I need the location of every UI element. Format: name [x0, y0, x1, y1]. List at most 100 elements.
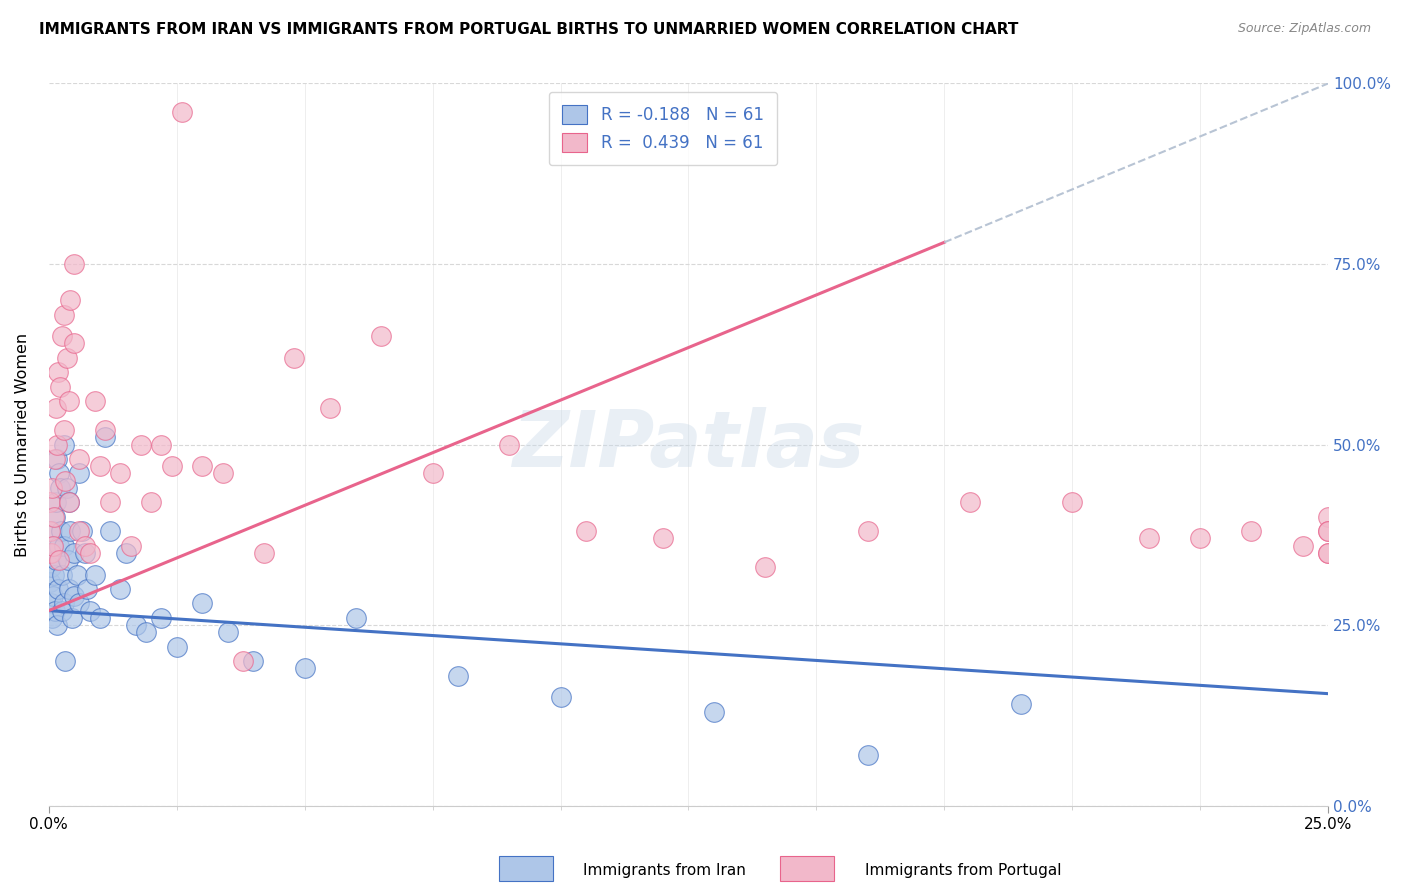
Point — [63, 589, 86, 603]
Point — [49, 524, 72, 538]
Point — [51, 567, 73, 582]
Point — [150, 611, 173, 625]
Point — [1137, 532, 1160, 546]
Point — [41, 524, 63, 538]
Point — [53, 474, 76, 488]
Point — [550, 690, 572, 705]
Point — [42, 589, 65, 603]
Text: Immigrants from Iran: Immigrants from Iran — [583, 863, 747, 878]
Point — [45, 437, 67, 451]
Point — [1317, 546, 1340, 560]
Point — [344, 611, 367, 625]
Point — [575, 524, 598, 538]
Point — [69, 596, 91, 610]
Point — [46, 582, 69, 596]
Point — [120, 539, 142, 553]
Point — [856, 524, 879, 538]
Point — [49, 380, 72, 394]
Point — [58, 495, 80, 509]
Text: ZIPatlas: ZIPatlas — [512, 407, 865, 483]
Point — [447, 668, 470, 682]
Point — [1291, 539, 1313, 553]
Point — [83, 394, 105, 409]
Point — [498, 437, 520, 451]
Point — [98, 524, 121, 538]
Point — [41, 611, 63, 625]
Point — [42, 539, 65, 553]
Point — [98, 495, 121, 509]
Point — [1189, 532, 1212, 546]
Point — [44, 604, 66, 618]
Point — [1317, 524, 1340, 538]
Y-axis label: Births to Unmarried Women: Births to Unmarried Women — [15, 333, 30, 557]
Point — [160, 459, 183, 474]
Point — [42, 509, 65, 524]
Point — [217, 625, 239, 640]
Point — [69, 524, 91, 538]
Point — [53, 308, 76, 322]
Point — [48, 467, 70, 481]
Point — [110, 582, 132, 596]
Point — [45, 495, 67, 509]
Point — [232, 654, 254, 668]
Point — [60, 611, 83, 625]
Point — [1317, 546, 1340, 560]
Point — [110, 467, 132, 481]
Point — [651, 532, 673, 546]
Point — [55, 481, 77, 495]
Point — [1240, 524, 1263, 538]
Point — [45, 553, 67, 567]
Point — [53, 539, 76, 553]
Point — [48, 539, 70, 553]
Point — [114, 546, 136, 560]
Point — [53, 596, 76, 610]
Point — [856, 747, 879, 762]
Point — [49, 481, 72, 495]
Point — [53, 423, 76, 437]
Point — [45, 401, 67, 416]
Point — [1317, 524, 1340, 538]
Point — [1317, 509, 1340, 524]
Point — [191, 596, 214, 610]
Point — [46, 365, 69, 379]
Point — [51, 329, 73, 343]
Point — [39, 560, 62, 574]
Point — [42, 567, 65, 582]
Point — [166, 640, 188, 654]
Point — [44, 452, 66, 467]
Point — [754, 560, 776, 574]
Point — [170, 105, 193, 120]
Point — [283, 351, 305, 365]
Point — [191, 459, 214, 474]
Point — [94, 430, 117, 444]
Point — [69, 452, 91, 467]
Point — [79, 604, 101, 618]
Point — [44, 509, 66, 524]
Point — [89, 459, 111, 474]
Point — [319, 401, 342, 416]
Point — [69, 467, 91, 481]
Point — [79, 546, 101, 560]
Point — [63, 546, 86, 560]
Point — [58, 394, 80, 409]
Point — [58, 553, 80, 567]
Point — [39, 596, 62, 610]
Point — [370, 329, 392, 343]
Point — [51, 604, 73, 618]
Point — [129, 437, 152, 451]
Text: Immigrants from Portugal: Immigrants from Portugal — [865, 863, 1062, 878]
Point — [59, 293, 82, 307]
Point — [39, 495, 62, 509]
Point — [139, 495, 162, 509]
Point — [294, 661, 316, 675]
Point — [94, 423, 117, 437]
Point — [150, 437, 173, 451]
Point — [55, 351, 77, 365]
Point — [125, 618, 148, 632]
Point — [1062, 495, 1084, 509]
Point — [39, 574, 62, 589]
Text: Source: ZipAtlas.com: Source: ZipAtlas.com — [1237, 22, 1371, 36]
Point — [73, 539, 96, 553]
Point — [39, 546, 62, 560]
Point — [41, 481, 63, 495]
